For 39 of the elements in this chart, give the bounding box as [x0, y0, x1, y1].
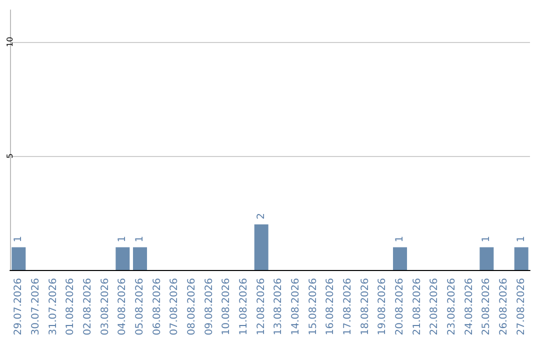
x-tick-label: 12.08.2026 — [256, 278, 267, 336]
x-tick-label: 15.08.2026 — [308, 278, 319, 336]
x-tick-label: 08.08.2026 — [186, 278, 198, 336]
data-label: 1 — [117, 236, 128, 242]
x-tick-label: 21.08.2026 — [412, 278, 423, 336]
x-tick-label: 02.08.2026 — [82, 278, 94, 336]
data-label: 1 — [13, 236, 24, 242]
data-label: 1 — [481, 236, 492, 242]
x-tick-label: 30.07.2026 — [30, 278, 42, 336]
x-tick-label: 22.08.2026 — [429, 278, 440, 336]
x-tick-label: 26.08.2026 — [498, 278, 510, 336]
x-tick-label: 04.08.2026 — [117, 278, 128, 336]
x-tick-label: 25.08.2026 — [481, 278, 492, 336]
x-tick-label: 19.08.2026 — [377, 278, 388, 336]
data-label: 1 — [516, 236, 527, 242]
x-tick-label: 16.08.2026 — [325, 278, 336, 336]
x-tick-label: 20.08.2026 — [394, 278, 406, 336]
x-tick-label: 05.08.2026 — [134, 278, 146, 336]
data-label: 1 — [134, 236, 146, 242]
x-tick-label: 03.08.2026 — [100, 278, 111, 336]
x-tick-label: 18.08.2026 — [360, 278, 371, 336]
x-tick-label: 29.07.2026 — [13, 278, 24, 336]
x-tick-label: 24.08.2026 — [464, 278, 475, 336]
x-tick-label: 07.08.2026 — [169, 278, 180, 336]
data-label: 2 — [256, 213, 267, 220]
x-tick-label: 09.08.2026 — [204, 278, 215, 336]
x-tick-label: 23.08.2026 — [446, 278, 458, 336]
x-tick-label: 31.07.2026 — [48, 278, 59, 336]
x-tick-label: 27.08.2026 — [516, 278, 527, 336]
data-label: 1 — [394, 236, 406, 242]
x-tick-label: 10.08.2026 — [221, 278, 232, 336]
x-tick-label: 11.08.2026 — [238, 278, 250, 336]
x-tick-label: 06.08.2026 — [152, 278, 163, 336]
x-tick-label: 01.08.2026 — [65, 278, 76, 336]
y-tick-label: 10 — [6, 36, 14, 48]
y-tick-label: 5 — [6, 153, 14, 159]
x-tick-label: 13.08.2026 — [273, 278, 284, 336]
x-tick-label: 17.08.2026 — [342, 278, 354, 336]
x-tick-label: 14.08.2026 — [290, 278, 302, 336]
